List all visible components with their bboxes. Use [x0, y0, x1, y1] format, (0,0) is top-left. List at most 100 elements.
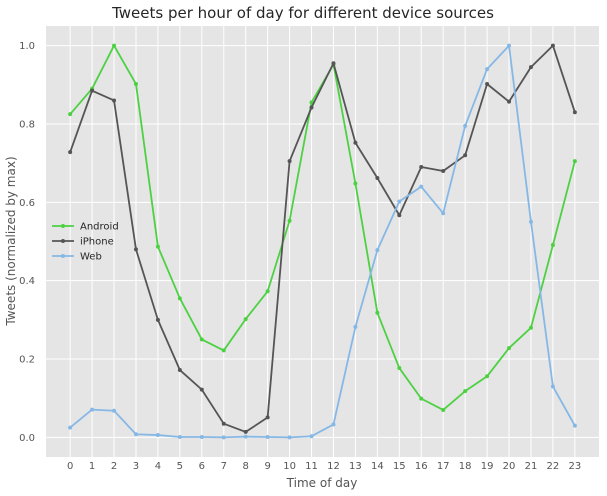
data-point-android [441, 407, 446, 412]
data-point-android [265, 289, 270, 294]
y-tick-label: 0.2 [19, 355, 35, 366]
legend-marker-web [61, 254, 65, 258]
data-point-android [550, 243, 555, 248]
data-point-web [265, 435, 270, 440]
data-point-android [463, 389, 468, 394]
data-point-web [528, 219, 533, 224]
data-point-iphone [507, 99, 512, 104]
data-point-iphone [463, 153, 468, 158]
data-point-android [112, 43, 117, 48]
data-point-web [221, 435, 226, 440]
data-point-android [287, 218, 292, 223]
data-point-iphone [112, 98, 117, 103]
data-point-web [68, 425, 73, 430]
data-point-android [419, 396, 424, 401]
x-tick-label: 1 [89, 461, 95, 472]
x-tick-label: 17 [437, 461, 450, 472]
data-point-iphone [243, 429, 248, 434]
data-point-web [331, 422, 336, 427]
x-tick-label: 8 [243, 461, 249, 472]
legend-item-web: Web [52, 252, 102, 263]
x-axis-label: Time of day [286, 476, 358, 490]
y-tick-label: 1.0 [19, 41, 35, 52]
data-point-android [243, 317, 248, 322]
y-tick-label: 0.8 [19, 119, 35, 130]
data-point-web [287, 435, 292, 440]
data-point-android [353, 181, 358, 186]
data-point-web [199, 435, 204, 440]
data-point-web [397, 199, 402, 204]
data-point-iphone [353, 140, 358, 145]
data-point-iphone [265, 415, 270, 420]
data-point-web [243, 434, 248, 439]
legend-marker-iphone [61, 239, 65, 243]
x-tick-label: 21 [525, 461, 538, 472]
data-point-iphone [572, 110, 577, 115]
x-tick-label: 19 [481, 461, 494, 472]
series-iphone [68, 43, 577, 434]
data-point-iphone [287, 159, 292, 164]
data-point-web [572, 423, 577, 428]
data-point-android [507, 346, 512, 351]
data-point-iphone [90, 88, 95, 93]
data-point-iphone [441, 168, 446, 173]
data-point-web [507, 43, 512, 48]
x-tick-label: 18 [459, 461, 472, 472]
tick-labels: 0 1 2 3 4 5 6 7 8 9 10 11 12 13 14 15 16 17 18 19 20 21 22 230.… [19, 41, 581, 472]
data-point-android [199, 337, 204, 342]
data-point-web [112, 408, 117, 413]
x-tick-label: 12 [327, 461, 340, 472]
x-tick-label: 22 [547, 461, 560, 472]
x-tick-label: 5 [177, 461, 183, 472]
x-tick-label: 23 [568, 461, 581, 472]
x-tick-label: 3 [133, 461, 139, 472]
data-point-web [550, 384, 555, 389]
x-tick-label: 14 [371, 461, 384, 472]
data-point-web [441, 211, 446, 216]
legend-marker-android [61, 224, 65, 228]
x-tick-label: 13 [349, 461, 362, 472]
chart-title: Tweets per hour of day for different dev… [111, 4, 494, 22]
x-tick-label: 4 [155, 461, 161, 472]
x-tick-label: 0 [67, 461, 73, 472]
series-web [68, 43, 577, 440]
series-line-iphone [69, 44, 576, 433]
y-tick-label: 0.6 [19, 198, 35, 209]
legend-label-iphone: iPhone [80, 237, 114, 248]
x-tick-label: 2 [111, 461, 117, 472]
x-tick-label: 9 [264, 461, 270, 472]
x-tick-label: 20 [503, 461, 516, 472]
series-line-web [69, 44, 576, 439]
data-point-web [463, 123, 468, 128]
data-point-android [485, 374, 490, 379]
legend-item-iphone: iPhone [52, 237, 114, 248]
data-point-android [155, 244, 160, 249]
data-point-iphone [550, 43, 555, 48]
x-tick-label: 16 [415, 461, 428, 472]
data-point-iphone [221, 421, 226, 426]
legend-item-android: Android [52, 222, 119, 233]
x-tick-label: 10 [283, 461, 296, 472]
data-point-android [177, 296, 182, 301]
legend-label-web: Web [80, 252, 102, 263]
data-point-iphone [68, 150, 73, 155]
data-point-iphone [331, 61, 336, 66]
data-point-android [375, 310, 380, 315]
data-point-web [155, 433, 160, 438]
series-group [68, 43, 577, 440]
data-point-android [221, 348, 226, 353]
data-point-iphone [528, 65, 533, 70]
data-point-iphone [155, 317, 160, 322]
data-point-web [353, 324, 358, 329]
data-point-iphone [133, 247, 138, 252]
data-point-web [375, 248, 380, 253]
data-point-android [528, 325, 533, 330]
y-tick-label: 0.4 [19, 276, 35, 287]
x-tick-label: 7 [221, 461, 227, 472]
data-point-iphone [397, 213, 402, 218]
data-point-web [177, 435, 182, 440]
data-point-android [68, 112, 73, 117]
data-point-iphone [419, 165, 424, 170]
data-point-iphone [375, 176, 380, 181]
data-point-android [133, 81, 138, 86]
